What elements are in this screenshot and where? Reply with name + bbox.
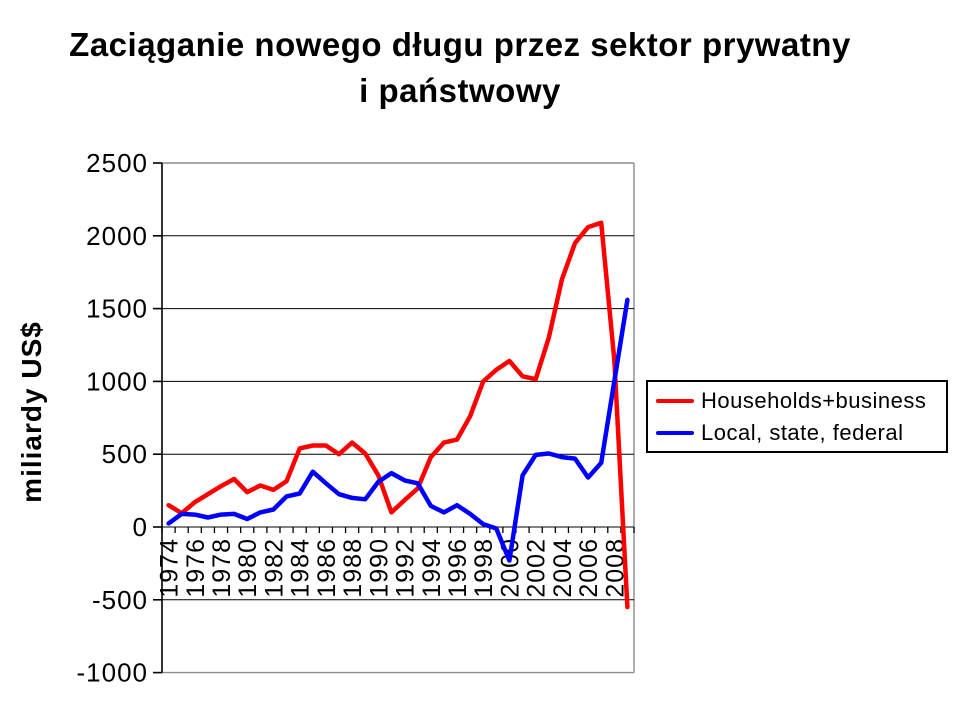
series-line-local-state-federal bbox=[166, 297, 630, 563]
legend-label-households-business: Households+business bbox=[701, 387, 927, 413]
x-tick-label-1974: 1974 bbox=[156, 538, 184, 598]
x-tick-label-1992: 1992 bbox=[392, 538, 420, 598]
x-tick-label-2006: 2006 bbox=[575, 538, 603, 598]
legend-item-households-business: Households+business bbox=[648, 385, 946, 417]
y-tick-label--1000: -1000 bbox=[77, 658, 149, 688]
chart-title-line2: i państwowy bbox=[359, 72, 561, 109]
chart-title-line1: Zaciąganie nowego długu przez sektor pry… bbox=[69, 26, 851, 63]
x-tick-label-1994: 1994 bbox=[418, 538, 446, 598]
x-tick-label-1984: 1984 bbox=[287, 538, 315, 598]
y-tick-label-1000: 1000 bbox=[86, 366, 148, 396]
chart-title: Zaciąganie nowego długu przez sektor pry… bbox=[0, 22, 920, 114]
x-tick-label-1998: 1998 bbox=[470, 538, 498, 598]
legend-label-local-state-federal: Local, state, federal bbox=[701, 419, 904, 445]
x-tick-label-1988: 1988 bbox=[339, 538, 367, 598]
y-tick-label-2500: 2500 bbox=[86, 148, 148, 178]
x-tick-label-1980: 1980 bbox=[234, 538, 262, 598]
x-tick-label-1990: 1990 bbox=[365, 538, 393, 598]
x-tick-label-1982: 1982 bbox=[260, 538, 288, 598]
x-tick-label-2002: 2002 bbox=[523, 538, 551, 598]
x-tick-label-2004: 2004 bbox=[549, 538, 577, 598]
legend-item-local-state-federal: Local, state, federal bbox=[648, 417, 946, 449]
y-tick-label-500: 500 bbox=[102, 439, 148, 469]
y-tick-label-2000: 2000 bbox=[86, 221, 148, 251]
x-tick-label-1978: 1978 bbox=[208, 538, 236, 598]
blue-line-sample-icon bbox=[656, 430, 694, 435]
x-tick-label-1986: 1986 bbox=[313, 538, 341, 598]
legend: Households+business Local, state, federa… bbox=[646, 380, 948, 453]
x-tick-label-1996: 1996 bbox=[444, 538, 472, 598]
y-axis-title: miliardy US$ bbox=[16, 321, 47, 503]
red-line-sample-icon bbox=[656, 398, 694, 403]
x-tick-label-1976: 1976 bbox=[182, 538, 210, 598]
y-tick-label-1500: 1500 bbox=[86, 294, 148, 324]
y-tick-label-0: 0 bbox=[133, 512, 148, 542]
series-line-households-business bbox=[166, 220, 630, 610]
y-tick-label--500: -500 bbox=[92, 585, 148, 615]
